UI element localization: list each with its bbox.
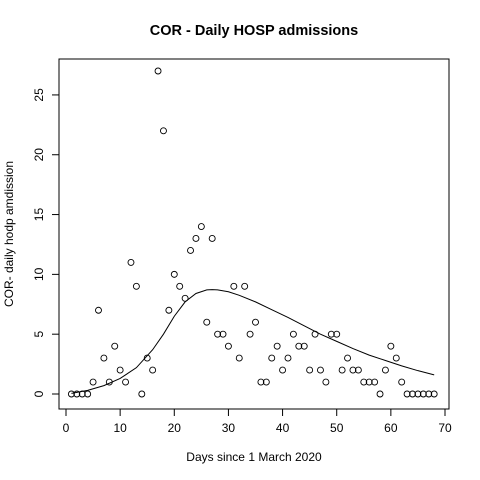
y-axis-label: COR- daily hodp amdission [2,161,16,307]
data-point [192,235,200,242]
data-point [160,127,167,135]
data-point [170,270,178,278]
data-point [224,342,232,350]
data-point [165,306,173,314]
data-point [197,223,205,230]
x-tick-label: 0 [63,421,70,435]
x-tick-label: 60 [384,421,398,435]
data-point [306,366,314,374]
data-point [230,282,238,290]
data-point [105,378,113,386]
y-tick-label: 20 [32,148,46,162]
data-point [273,342,281,350]
data-point [376,390,384,398]
data-point [89,378,97,386]
data-point [235,354,243,362]
data-point [317,366,324,374]
x-tick-label: 30 [222,421,236,435]
x-tick-label: 20 [168,421,182,435]
data-point [371,378,379,386]
data-point [425,390,433,398]
data-point [311,330,319,338]
y-tick-label: 15 [32,208,46,222]
data-point [241,282,249,290]
x-tick-label: 10 [113,421,127,435]
y-tick-label: 25 [32,88,46,102]
data-point [349,366,357,374]
data-point [219,330,227,338]
x-tick-label: 70 [438,421,452,435]
data-point [327,330,335,338]
plot-frame [58,58,450,410]
y-tick-label: 0 [32,390,46,397]
data-point [116,366,124,374]
data-point [262,378,270,386]
data-point [100,354,108,362]
data-point [176,282,184,290]
x-tick-label: 50 [330,421,344,435]
data-point [203,318,211,326]
data-point [322,378,330,386]
data-point [430,390,438,398]
fitted-curve [71,289,435,394]
data-point [143,354,151,362]
y-axis: 0 5 10 15 20 25 [32,88,60,397]
data-point [414,390,422,398]
data-point [333,330,341,338]
data-point [181,294,189,302]
data-point [398,378,406,386]
data-point [214,330,222,338]
x-axis: 0 10 20 30 40 50 60 70 [63,408,452,435]
data-point [300,342,308,350]
data-point [246,330,254,338]
data-point [154,67,162,75]
data-point [365,378,373,386]
data-point [392,354,400,362]
data-point [78,390,86,398]
y-tick-label: 5 [32,331,46,338]
data-point [84,390,92,398]
data-point [127,258,135,266]
data-point [387,342,395,350]
data-points [67,67,438,398]
data-point [138,390,146,398]
data-point [122,378,130,386]
data-point [73,390,81,398]
data-point [344,354,351,362]
data-point [208,235,216,242]
data-point [252,318,259,326]
x-tick-label: 40 [276,421,290,435]
x-axis-label: Days since 1 March 2020 [186,450,322,464]
chart-title: COR - Daily HOSP admissions [150,23,358,39]
data-point [132,282,140,290]
data-point [149,366,157,374]
data-point [381,366,389,374]
data-point [279,366,287,374]
data-point [289,330,297,338]
data-point [257,378,265,386]
y-tick-label: 10 [32,267,46,281]
data-point [187,246,194,254]
data-point [295,342,303,350]
data-point [67,390,75,398]
data-point [338,366,346,374]
data-point [284,354,292,362]
data-point [95,306,102,314]
data-point [360,378,368,386]
data-point [268,354,276,362]
data-point [409,390,416,398]
data-point [354,366,362,374]
data-point [111,342,119,350]
data-point [403,390,411,398]
data-point [419,390,427,398]
